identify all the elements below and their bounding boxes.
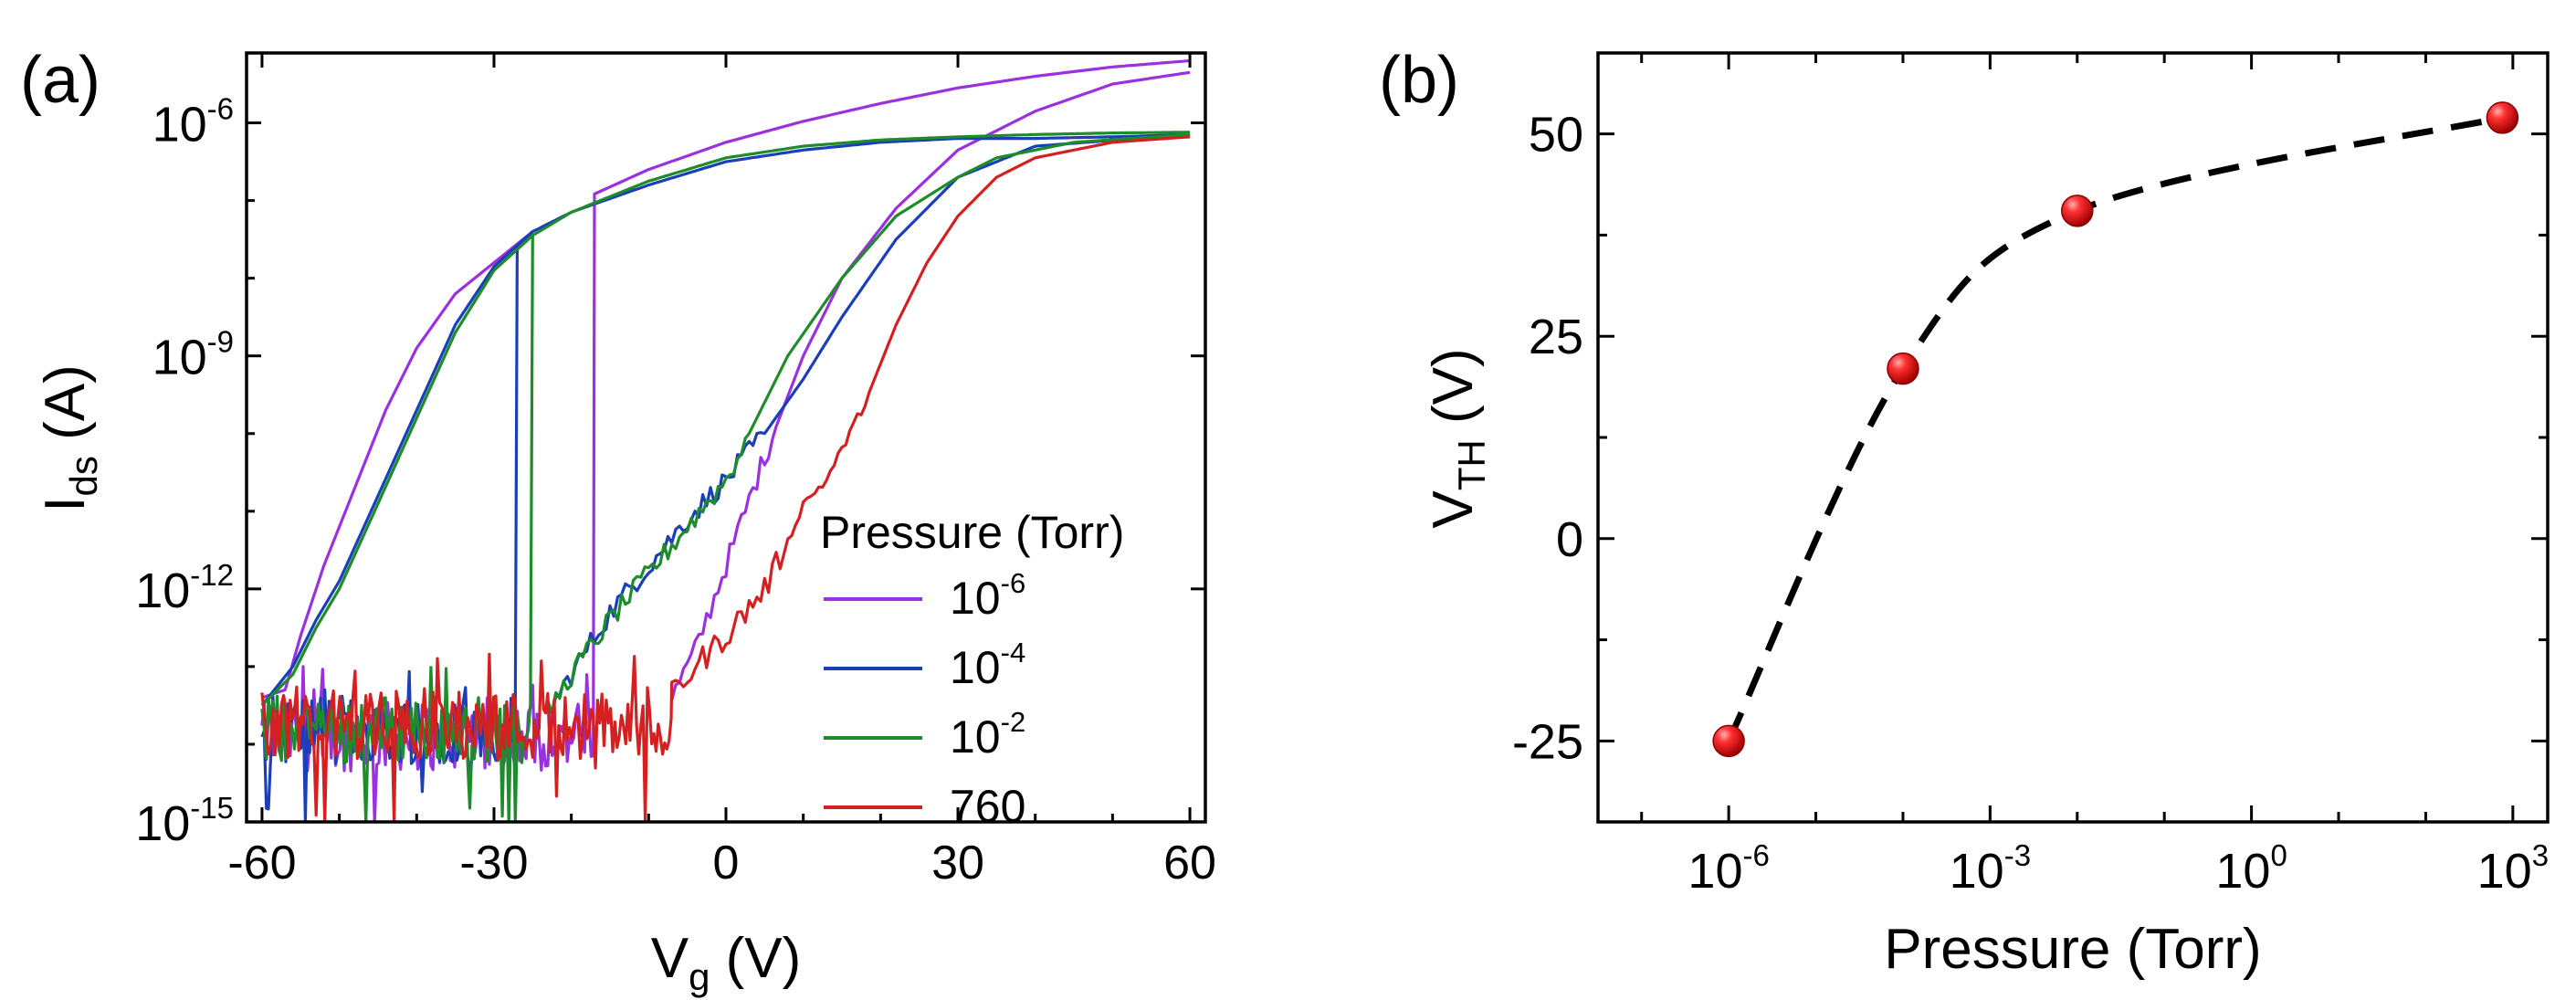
x-tick-label-a: 60 bbox=[1163, 837, 1216, 889]
data-point-0 bbox=[1712, 724, 1745, 758]
x-tick-label-b: 10-6 bbox=[1688, 838, 1769, 899]
series-1-reverse bbox=[547, 132, 1191, 715]
x-tick-label-b: 10-3 bbox=[1950, 838, 2031, 899]
series-0-reverse bbox=[670, 70, 1191, 700]
x-tick-label-b-base: 10 bbox=[2477, 844, 2532, 899]
y-tick-label-b: -25 bbox=[1512, 714, 1583, 769]
x-tick-label-b: 100 bbox=[2215, 838, 2287, 899]
x-tick-label-b-base: 10 bbox=[1950, 844, 2004, 899]
series-2-forward bbox=[260, 131, 1191, 824]
legend-label-1-exp: -4 bbox=[1001, 637, 1026, 668]
legend-label-2-base: 10 bbox=[950, 711, 1001, 763]
y-tick-label-a: 10-6 bbox=[152, 92, 234, 153]
x-tick-label-b-base: 10 bbox=[1688, 844, 1742, 899]
y-tick-label-a-base: 10 bbox=[135, 563, 190, 618]
legend-label-2: 10-2 bbox=[950, 706, 1025, 763]
y-tick-label-a: 10-9 bbox=[152, 325, 234, 385]
y-tick-label-a-base: 10 bbox=[135, 796, 190, 851]
y-tick-label-b: 0 bbox=[1556, 512, 1583, 567]
y-tick-label-a-exp: -6 bbox=[207, 92, 234, 126]
y-tick-label-a-exp: -9 bbox=[207, 325, 234, 359]
series-2-onset bbox=[260, 234, 534, 707]
y-tick-label-a-exp: -15 bbox=[190, 791, 234, 825]
x-tick-label-a: -60 bbox=[227, 837, 296, 889]
x-tick-label-a: 30 bbox=[931, 837, 984, 889]
legend-label-1-base: 10 bbox=[950, 642, 1001, 693]
legend-label-3: 760 bbox=[950, 781, 1025, 832]
legend-label-0: 10-6 bbox=[950, 567, 1025, 624]
x-tick-label-b: 103 bbox=[2477, 838, 2549, 899]
panel-a-frame bbox=[245, 51, 1207, 824]
panel-a-series-group bbox=[260, 58, 1191, 824]
series-3-forward bbox=[260, 135, 1191, 824]
legend-label-0-exp: -6 bbox=[1001, 567, 1026, 599]
x-tick-label-b-exp: -3 bbox=[2004, 838, 2031, 872]
x-tick-label-b-exp: 0 bbox=[2270, 838, 2287, 872]
series-0-forward bbox=[260, 58, 1191, 824]
legend-label-2-exp: -2 bbox=[1001, 706, 1026, 738]
legend-label-3-base: 760 bbox=[950, 781, 1025, 832]
y-tick-label-a-exp: -12 bbox=[190, 558, 234, 592]
x-tick-label-b-exp: -6 bbox=[1742, 838, 1769, 872]
panel-b-x-axis: 10-6 10-3 100 103 bbox=[1640, 53, 2549, 899]
y-tick-label-b: 50 bbox=[1529, 108, 1583, 163]
panel-b-y-label: VTH (V) bbox=[1422, 348, 1493, 528]
x-tick-label-a: 0 bbox=[713, 837, 740, 889]
y-tick-label-a: 10-12 bbox=[135, 558, 234, 618]
data-point-2 bbox=[2061, 195, 2094, 227]
x-tick-label-a: -30 bbox=[459, 837, 528, 889]
panel-b-label: (b) bbox=[1379, 44, 1459, 117]
x-tick-label-b-exp: 3 bbox=[2532, 838, 2549, 872]
legend-label-0-base: 10 bbox=[950, 573, 1001, 624]
series-1-onset bbox=[260, 230, 534, 707]
series-2-reverse bbox=[546, 132, 1191, 714]
y-tick-label-b: 25 bbox=[1529, 310, 1583, 364]
panel-b-y-axis: 50 25 0 -25 bbox=[1512, 108, 2548, 769]
data-point-1 bbox=[1887, 352, 1919, 385]
data-point-3 bbox=[2486, 101, 2519, 134]
panel-a-label: (a) bbox=[20, 44, 100, 117]
panel-a-x-axis: -60 -30 0 30 60 bbox=[227, 53, 1216, 889]
y-tick-label-a-base: 10 bbox=[152, 98, 207, 153]
x-tick-label-b-base: 10 bbox=[2215, 844, 2270, 899]
panel-b-frame bbox=[1596, 51, 2550, 824]
legend-title: Pressure (Torr) bbox=[820, 507, 1124, 558]
panel-a-y-label: Ids (A) bbox=[34, 364, 105, 511]
legend-label-1: 10-4 bbox=[950, 637, 1025, 693]
data-points bbox=[1712, 101, 2519, 758]
y-tick-label-a: 10-15 bbox=[135, 791, 234, 851]
panel-a-x-label: Vg (V) bbox=[651, 927, 802, 998]
y-tick-label-a-base: 10 bbox=[152, 331, 207, 385]
series-0-onset bbox=[261, 230, 534, 700]
fit-line bbox=[1725, 114, 2504, 742]
panel-b-x-label: Pressure (Torr) bbox=[1884, 918, 2261, 981]
